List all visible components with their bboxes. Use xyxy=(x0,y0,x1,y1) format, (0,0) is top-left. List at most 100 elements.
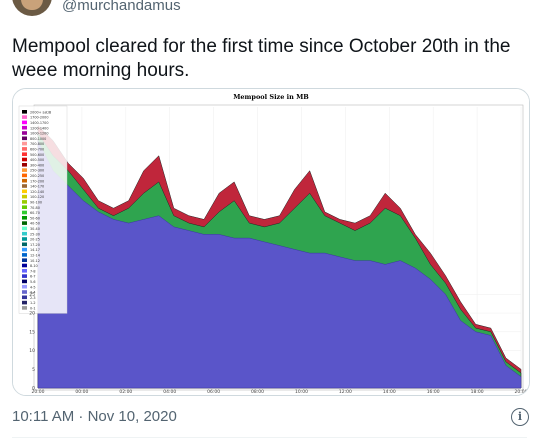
x-tick-label: 16:00 xyxy=(427,389,440,395)
legend-swatch xyxy=(22,152,27,156)
legend-label: 300-400 xyxy=(30,163,44,167)
legend-label: 100-120 xyxy=(30,195,44,199)
legend-label: 6-7 xyxy=(30,275,36,279)
legend-label: 600-700 xyxy=(30,148,44,152)
y-tick-label: 5 xyxy=(32,367,35,373)
mempool-chart: Mempool Size in MB 2000+ sat/B1700-20001… xyxy=(13,89,529,395)
legend-swatch xyxy=(22,295,27,300)
legend-label: 40-50 xyxy=(30,222,40,226)
legend-swatch xyxy=(22,125,27,130)
legend-swatch xyxy=(22,178,27,183)
legend-swatch xyxy=(22,284,27,289)
legend-swatch xyxy=(22,157,27,162)
legend-label: 1400-1700 xyxy=(30,121,48,125)
legend-swatch xyxy=(22,258,27,262)
avatar-glasses xyxy=(22,0,42,3)
x-tick-label: 18:00 xyxy=(471,389,484,395)
legend-swatch xyxy=(22,231,27,236)
legend-swatch xyxy=(22,226,27,231)
legend-swatch xyxy=(22,200,27,204)
legend-label: 8-10 xyxy=(30,264,38,268)
legend-label: 12-14 xyxy=(30,254,40,258)
series-area-0 xyxy=(37,140,522,389)
legend-swatch xyxy=(22,216,27,220)
legend-swatch xyxy=(22,290,27,294)
legend-label: 3-4 xyxy=(30,291,36,295)
legend-swatch xyxy=(22,141,27,146)
legend-swatch xyxy=(22,300,27,305)
legend-label: 1000-1200 xyxy=(30,132,48,136)
y-tick-label: 0 xyxy=(32,386,35,392)
legend-label: 5-6 xyxy=(30,280,36,284)
legend-label: 250-300 xyxy=(30,169,44,173)
legend-swatch xyxy=(22,173,27,178)
x-tick-label: 04:00 xyxy=(163,389,176,395)
x-tick-label: 08:00 xyxy=(251,389,264,395)
legend-label: 7-8 xyxy=(30,269,36,273)
legend-label: 400-500 xyxy=(30,158,44,162)
legend-label: 14-17 xyxy=(30,248,40,252)
user-handle[interactable]: @murchandamus xyxy=(62,0,181,14)
legend-label: 30-40 xyxy=(30,227,40,231)
legend-label: 90-100 xyxy=(30,201,42,205)
legend-label: 1200-1400 xyxy=(30,126,48,130)
info-icon[interactable]: i xyxy=(511,408,529,426)
legend-swatch xyxy=(22,279,27,284)
legend-label: 17-20 xyxy=(30,243,40,247)
y-tick-label: 10 xyxy=(29,348,35,354)
legend-swatch xyxy=(22,247,27,252)
legend-swatch xyxy=(22,253,27,257)
tweet-text: Mempool cleared for the first time since… xyxy=(12,36,511,81)
x-tick-label: 20:00 xyxy=(32,389,45,395)
chart-y-axis: 0 5 10 15 20 25 xyxy=(29,292,35,392)
legend-swatch xyxy=(22,147,27,151)
legend-label: 2000+ sat/B xyxy=(30,110,52,114)
legend-swatch xyxy=(22,237,27,241)
legend-swatch xyxy=(22,205,27,209)
legend-label: 50-60 xyxy=(30,216,40,220)
avatar[interactable] xyxy=(12,0,52,16)
x-tick-label: 14:00 xyxy=(383,389,396,395)
chart-areas xyxy=(37,125,522,389)
legend-box xyxy=(18,105,68,314)
chart-title: Mempool Size in MB xyxy=(233,93,309,101)
y-tick-label: 25 xyxy=(29,292,35,298)
legend-label: 4-5 xyxy=(30,285,36,289)
legend-label: 140-170 xyxy=(30,185,44,189)
legend-label: 170-200 xyxy=(30,179,44,183)
legend-swatch xyxy=(22,131,27,135)
legend-label: 0-1 xyxy=(30,307,36,311)
y-tick-label: 15 xyxy=(29,329,35,335)
legend-swatch xyxy=(22,210,27,215)
legend-label: 20-25 xyxy=(30,238,40,242)
tweet-media[interactable]: Mempool Size in MB 2000+ sat/B 1700-2000 1… xyxy=(12,88,530,396)
legend-label: 2-3 xyxy=(30,296,36,300)
x-tick-label: 10:00 xyxy=(295,389,308,395)
avatar-face xyxy=(21,0,43,10)
legend-swatch xyxy=(22,189,27,194)
tweet-timestamp[interactable]: 10:11 AM · Nov 10, 2020 xyxy=(12,408,177,425)
legend-swatch xyxy=(22,194,27,199)
legend-label: 700-800 xyxy=(30,142,44,146)
legend-label: 800-1000 xyxy=(30,137,46,141)
chart-x-axis: 20:00 00:00 02:00 04:00 06:00 08:00 10:00 12:00… xyxy=(32,389,528,395)
legend-swatch xyxy=(22,163,27,167)
legend-swatch xyxy=(22,263,27,268)
legend-swatch xyxy=(22,184,27,188)
legend-swatch xyxy=(22,242,27,247)
x-tick-label: 00:00 xyxy=(75,389,88,395)
legend-swatch xyxy=(22,136,27,141)
legend-swatch xyxy=(22,110,27,114)
legend-label: 500-600 xyxy=(30,153,44,157)
legend-swatch xyxy=(22,221,27,225)
legend-swatch xyxy=(22,120,27,125)
x-tick-label: 02:00 xyxy=(119,389,132,395)
legend-label: 1-2 xyxy=(30,301,36,305)
legend-label: 70-80 xyxy=(30,206,40,210)
legend-swatch xyxy=(22,115,27,119)
legend-swatch xyxy=(22,269,27,273)
y-tick-label: 20 xyxy=(29,311,35,317)
divider xyxy=(12,437,527,438)
legend-label: 25-30 xyxy=(30,232,40,236)
